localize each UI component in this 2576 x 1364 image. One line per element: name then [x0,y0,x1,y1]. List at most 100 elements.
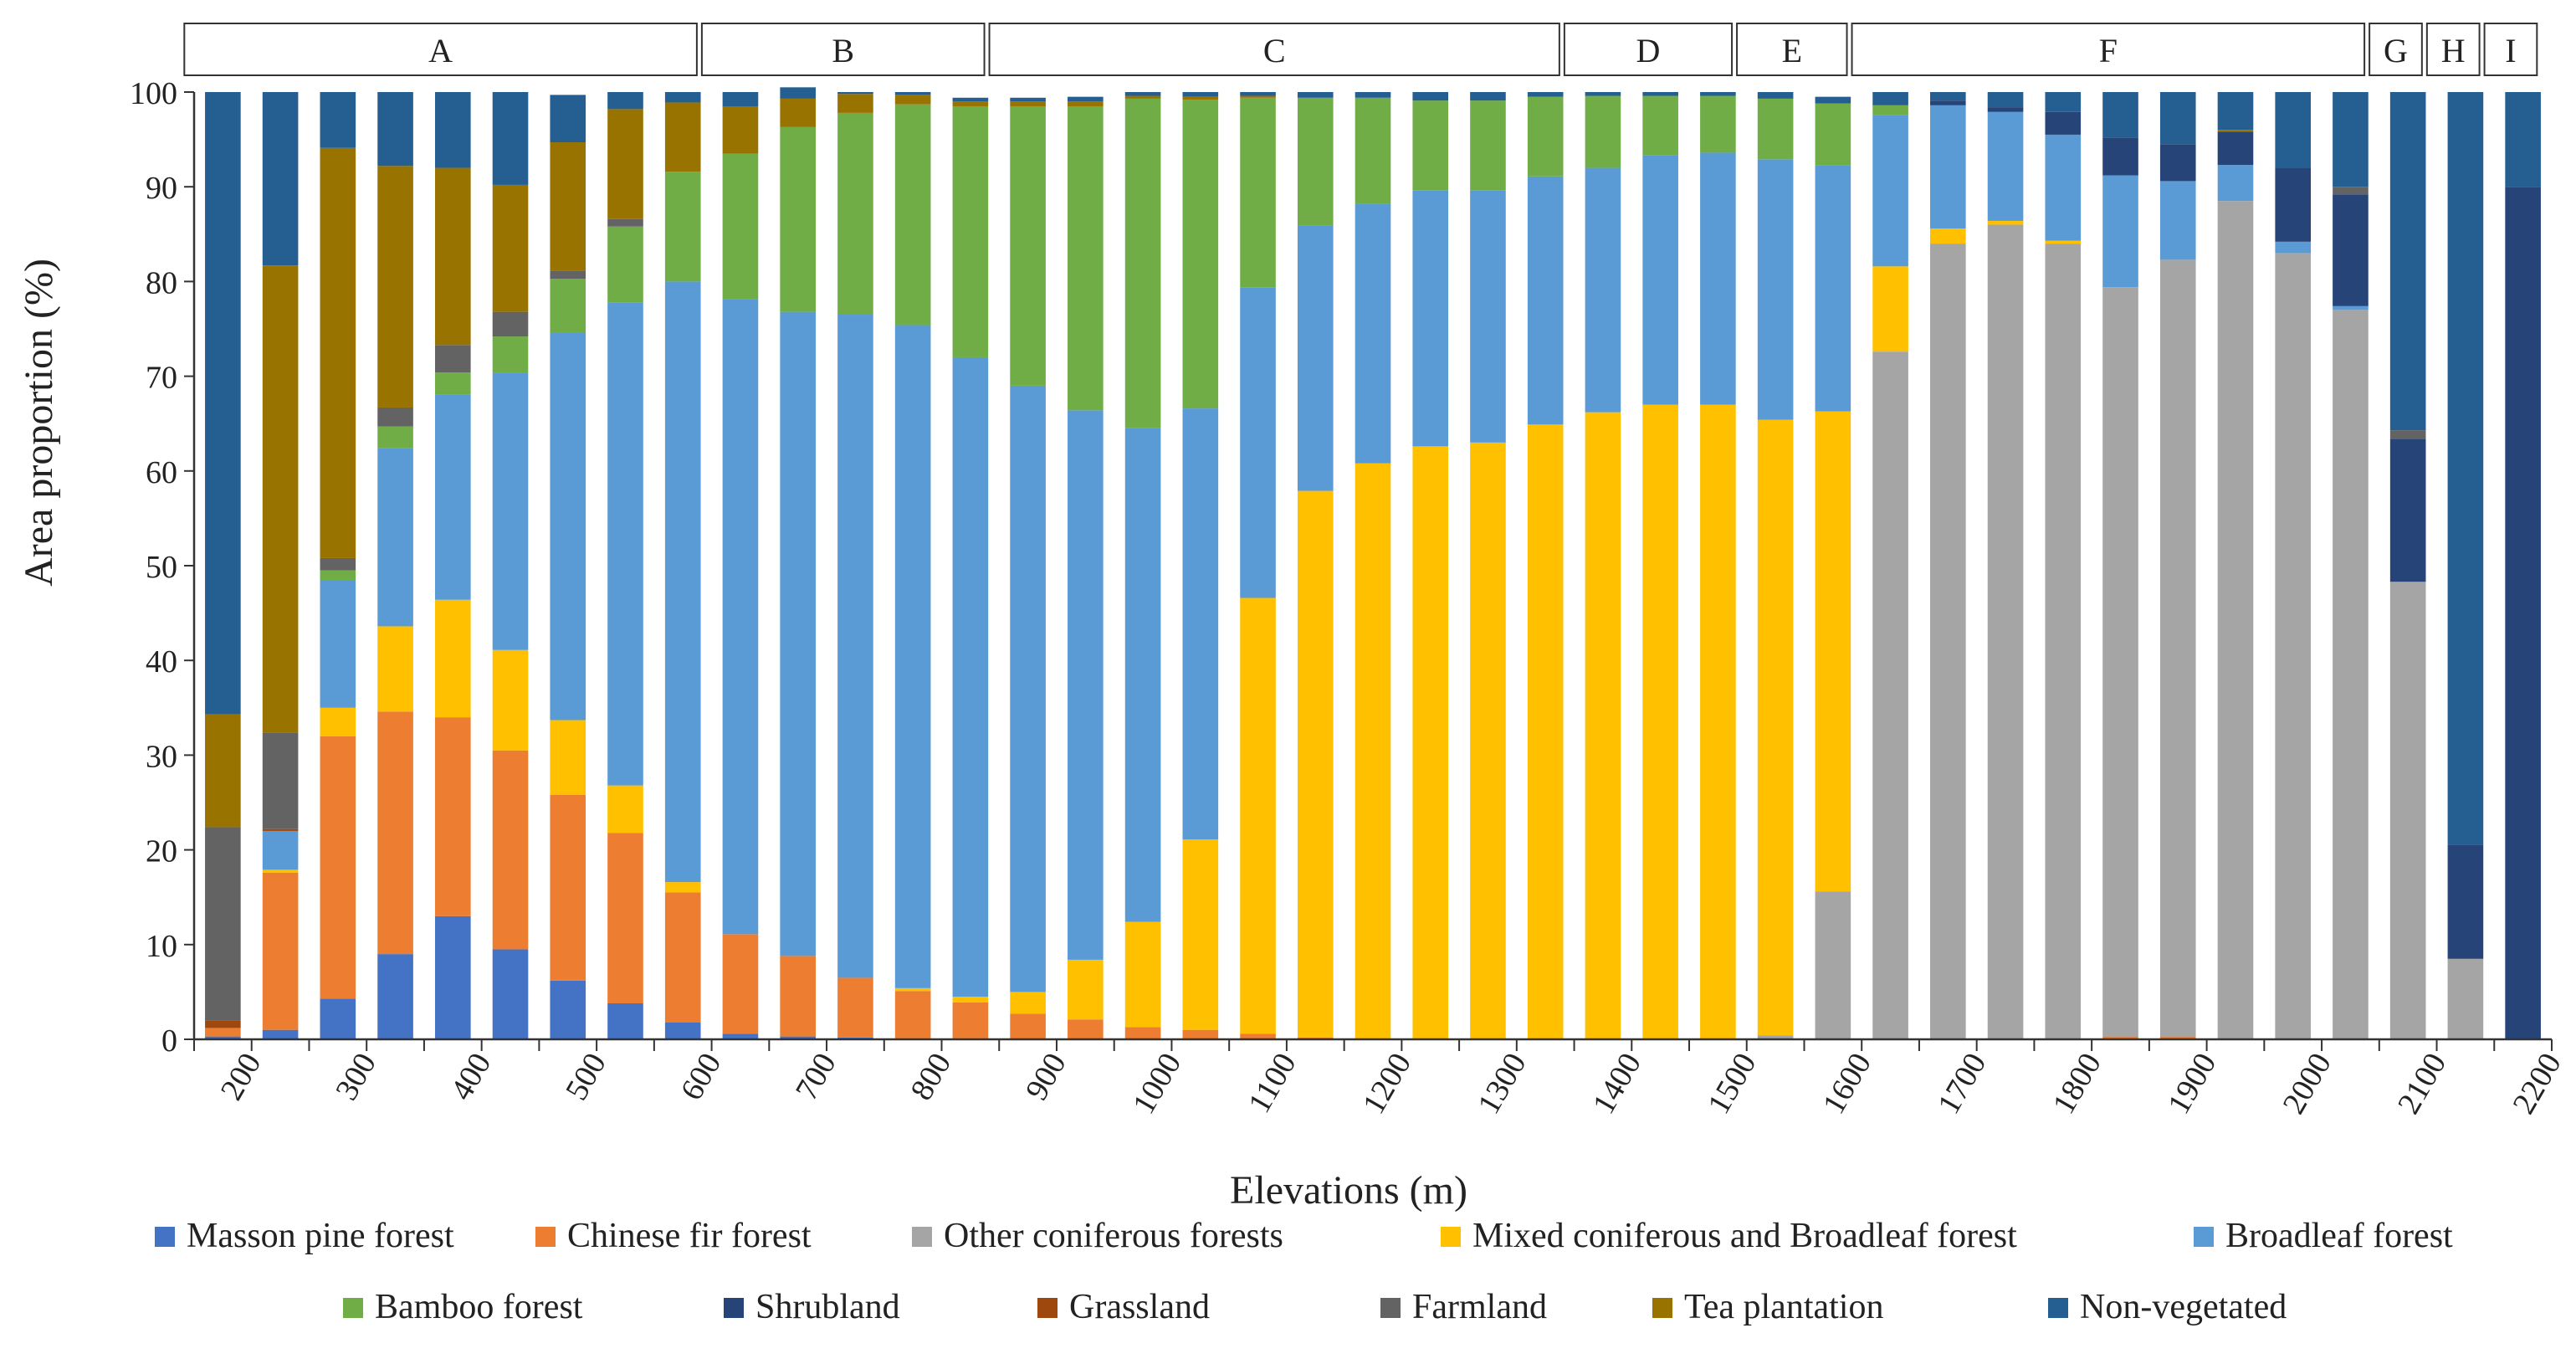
bar-segment [2159,144,2196,182]
bar-segment [377,92,413,167]
bar-segment [837,94,873,113]
bar-segment [492,336,529,373]
bar-segment [1010,97,1046,102]
x-tick-label: 1800 [2046,1048,2108,1120]
bar-segment [1700,404,1736,1039]
legend-label: Shrubland [755,1288,900,1326]
bar-segment [2389,582,2426,1039]
bar-segment [1124,95,1161,99]
bar-segment [1240,97,1276,288]
legend-label: Masson pine forest [187,1217,454,1255]
y-axis-label: Area proportion (%) [17,259,61,587]
bar-segment [1068,959,1104,1020]
bar-segment [837,315,873,978]
bar-segment [1297,225,1334,491]
bar-segment [2102,1036,2138,1039]
bar-segment [320,707,356,736]
x-tick-label: 2200 [2506,1048,2568,1120]
bar-segment [1815,891,1851,1039]
legend-label: Grassland [1069,1288,1210,1326]
bar-segment [1757,92,1794,99]
x-tick-label: 1700 [1931,1048,1993,1120]
y-tick-label: 100 [130,76,177,111]
bar-segment [607,92,643,110]
bar-segment [1412,190,1449,447]
zone-box [1736,23,1848,76]
bar-segment [2447,958,2484,1039]
bar-segment [320,998,356,1039]
bar-segment [320,579,356,708]
bar-segment [2333,187,2369,195]
x-tick-label: 1100 [1242,1048,1303,1120]
zone-box [700,23,986,76]
bar-segment [1355,203,1391,464]
bar-segment [1642,95,1678,156]
bar-segment [1182,1029,1219,1039]
bar-segment [492,184,529,312]
x-tick-label: 1000 [1126,1048,1188,1120]
bar-segment [1700,95,1736,153]
legend-label: Broadleaf forest [2225,1217,2453,1255]
bar-segment [1987,111,2024,221]
legend-swatch [2194,1227,2214,1247]
bar-segment [2045,92,2082,112]
bar-segment [1010,101,1046,106]
bar-segment [205,1036,241,1039]
bar-segment [1068,410,1104,960]
bar-segment [2159,181,2196,260]
bar-segment [492,949,529,1039]
bar-segment [2102,287,2138,1037]
bar-segment [320,557,356,571]
bar-segment [2275,167,2312,242]
x-tick-label: 2000 [2276,1048,2338,1120]
x-tick-label: 1600 [1816,1048,1878,1120]
bar-segment [2045,240,2082,244]
bar-segment [320,570,356,580]
bar-segment [1355,92,1391,98]
bar-segment [780,126,816,312]
bar-segment [2333,194,2369,306]
bar-segment [2333,92,2369,187]
x-tick-label: 1900 [2161,1048,2223,1120]
bar-segment [1297,490,1334,1038]
legend-swatch [1037,1298,1058,1318]
bar-segment [607,302,643,786]
bar-segment [2217,92,2254,131]
bar-segment [1700,152,1736,405]
bar-segment [1010,105,1046,386]
bar-segment [2159,1036,2196,1039]
y-tick-label: 10 [146,929,177,964]
zone-label: E [1782,32,1802,69]
bar-segment [1527,424,1564,1039]
bar-segment [1010,385,1046,992]
bar-segment [262,869,299,873]
bar-segment [2102,175,2138,288]
bar-segment [2217,201,2254,1039]
legend-label: Mixed coniferous and Broadleaf forest [1472,1217,2017,1255]
legend-label: Other coniferous forests [944,1217,1283,1255]
bar-segment [1412,100,1449,191]
bar-segment [952,97,989,102]
legend-label: Chinese fir forest [567,1217,812,1255]
bar-segment [780,87,816,99]
zone-label: C [1263,32,1286,69]
zone-box [1563,23,1734,76]
y-tick-label: 0 [161,1023,177,1059]
bar-segment [1642,404,1678,1039]
bar-segment [1527,176,1564,425]
bar-segment [2505,92,2541,187]
bar-segment [492,750,529,950]
bar-segment [492,649,529,751]
bar-segment [894,987,931,992]
legend-swatch [724,1298,744,1318]
bar-segment [377,166,413,408]
bar-segment [1182,92,1219,97]
zone-label: I [2505,32,2516,69]
bar-segment [1930,100,1966,105]
zone-label: G [2384,32,2408,69]
bar-segment [2217,131,2254,166]
bar-segment [894,92,931,95]
legend-label: Non-vegetated [2080,1288,2287,1326]
legend: Masson pine forest Chinese fir forest Othe… [155,1217,2453,1326]
